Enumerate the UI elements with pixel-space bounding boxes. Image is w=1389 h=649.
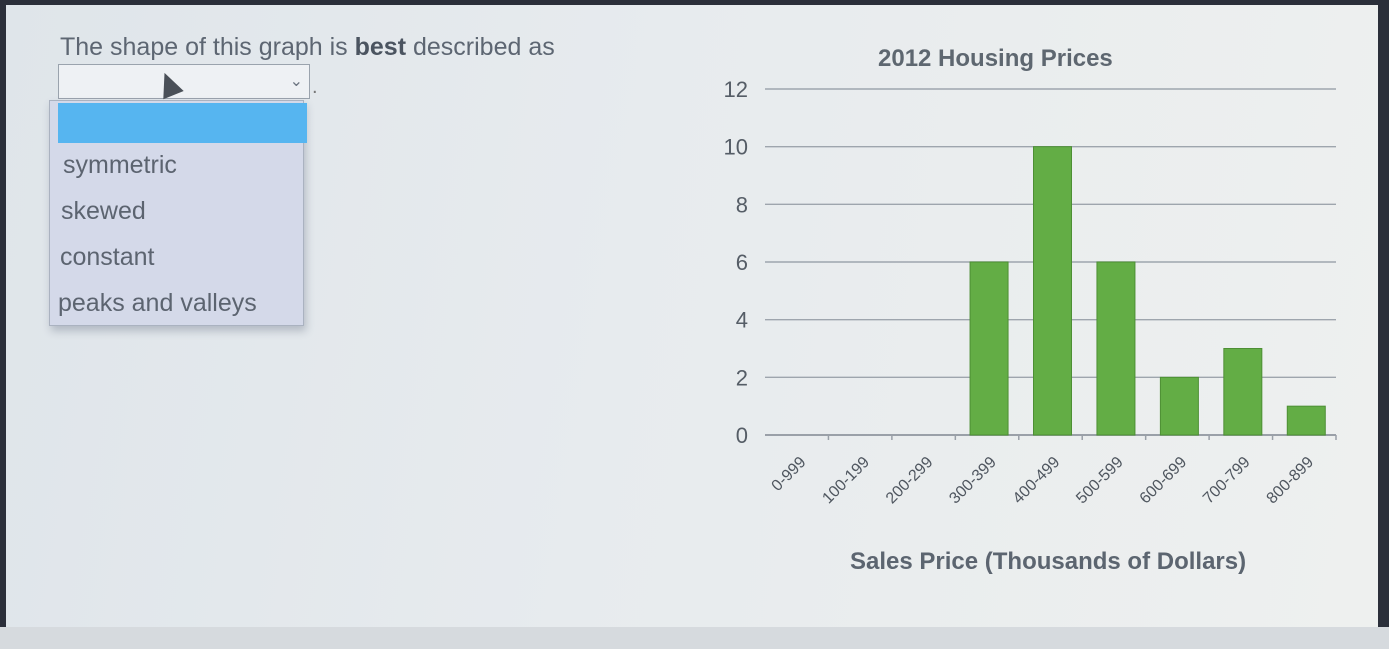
answer-select[interactable]: ⌄ xyxy=(58,64,310,99)
y-tick-label: 6 xyxy=(736,250,748,275)
x-tick-label: 400-499 xyxy=(1010,454,1064,508)
dropdown-option-symmetric[interactable]: symmetric xyxy=(63,151,177,179)
y-tick-label: 10 xyxy=(724,135,748,160)
x-tick-label: 300-399 xyxy=(946,454,1000,508)
question-prefix: The shape of this graph is xyxy=(60,33,355,61)
bar xyxy=(969,261,1009,436)
bar xyxy=(1286,405,1326,436)
chevron-down-icon[interactable]: ⌄ xyxy=(289,73,303,90)
x-tick-label: 700-799 xyxy=(1200,454,1254,508)
x-tick-label: 500-599 xyxy=(1073,454,1127,508)
question-text: The shape of this graph is best describe… xyxy=(60,33,555,62)
answer-dropdown-menu: symmetric skewed constant peaks and vall… xyxy=(49,100,307,326)
x-tick-label: 200-299 xyxy=(883,454,937,508)
bar xyxy=(1033,146,1072,436)
y-tick-label: 8 xyxy=(736,192,748,217)
y-tick-label: 2 xyxy=(736,365,748,390)
trailing-period: . xyxy=(312,76,318,98)
x-tick-label: 100-199 xyxy=(819,454,873,508)
dropdown-option-blank[interactable] xyxy=(58,103,307,143)
x-tick-label: 0-999 xyxy=(769,454,810,495)
bar xyxy=(1096,261,1136,436)
dropdown-option-peaks-and-valleys[interactable]: peaks and valleys xyxy=(58,289,257,317)
chart-title: 2012 Housing Prices xyxy=(878,45,1113,72)
dropdown-option-skewed[interactable]: skewed xyxy=(61,197,146,225)
x-tick-label: 600-699 xyxy=(1137,454,1191,508)
bottom-strip xyxy=(0,627,1389,649)
y-tick-label: 0 xyxy=(736,423,748,448)
bar xyxy=(1223,348,1263,436)
question-suffix: described as xyxy=(406,33,555,61)
y-tick-label: 4 xyxy=(736,308,748,333)
x-tick-label: 800-899 xyxy=(1264,454,1318,508)
bar xyxy=(1159,376,1199,436)
y-tick-label: 12 xyxy=(724,77,748,102)
question-emphasis: best xyxy=(354,33,407,61)
x-axis-label: Sales Price (Thousands of Dollars) xyxy=(850,548,1247,575)
dropdown-option-constant[interactable]: constant xyxy=(60,243,155,271)
